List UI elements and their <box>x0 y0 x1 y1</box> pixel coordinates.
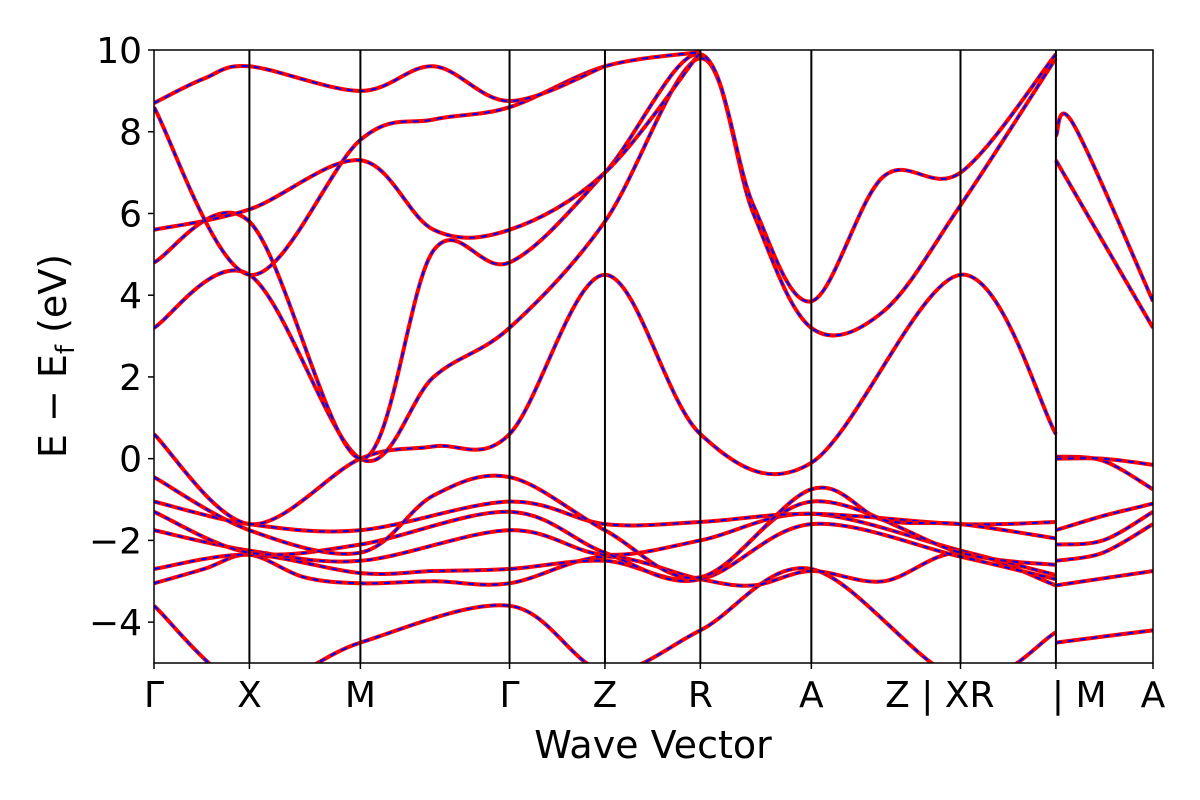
x-tick-label-2: M <box>345 675 376 716</box>
band-overlay-1 <box>1055 629 1153 644</box>
band-line-18 <box>1054 111 1153 303</box>
y-tick-label-7: 10 <box>96 31 142 72</box>
band-overlay-19 <box>154 51 702 239</box>
y-tick-label-3: 2 <box>119 358 142 399</box>
band-overlay-3 <box>1055 570 1153 587</box>
x-tick-label-7: Z | XR <box>885 675 994 716</box>
band-line-19 <box>154 50 702 240</box>
y-tick-label-2: 0 <box>119 440 142 481</box>
kpoint-lines <box>248 50 1057 663</box>
y-axis-title-subscript: f <box>51 344 81 354</box>
y-tick-label-1: −2 <box>89 521 142 562</box>
x-tick-label-9: A <box>1141 675 1166 716</box>
band-line-0 <box>154 566 1057 663</box>
x-ticks: Γ X M Γ Z R A Z | XR | M A <box>144 663 1166 716</box>
x-tick-label-5: R <box>688 675 713 716</box>
band-line-8 <box>1055 510 1153 547</box>
x-tick-label-4: Z <box>593 675 618 716</box>
y-axis-title-main: E − E <box>31 354 75 458</box>
y-ticks: −4 −2 0 2 4 6 8 10 <box>89 31 154 644</box>
bands-layer <box>154 50 1153 663</box>
band-overlay-16 <box>154 53 1057 460</box>
x-axis-title: Wave Vector <box>534 723 772 767</box>
y-axis-title: E − Ef (eV) <box>31 254 81 458</box>
plot-frame <box>153 49 1154 664</box>
band-overlay-18 <box>1054 112 1153 302</box>
y-axis-title-unit: (eV) <box>31 254 75 345</box>
band-overlay-14 <box>1055 457 1153 466</box>
x-tick-label-1: X <box>237 675 262 716</box>
band-overlay-10 <box>1055 502 1153 532</box>
band-overlay-20 <box>154 51 701 276</box>
x-tick-label-6: A <box>799 675 824 716</box>
band-line-20 <box>154 50 701 277</box>
y-tick-label-0: −4 <box>89 603 142 644</box>
band-line-21 <box>154 64 606 105</box>
band-line-6 <box>1055 522 1153 563</box>
band-overlay-17 <box>1055 159 1153 329</box>
x-tick-label-8: | M <box>1052 675 1107 716</box>
y-tick-label-5: 6 <box>119 194 142 235</box>
band-overlay-12 <box>154 273 1057 526</box>
y-tick-label-4: 4 <box>119 276 142 317</box>
y-tick-label-6: 8 <box>119 113 142 154</box>
x-tick-label-0: Γ <box>144 675 164 716</box>
band-overlay-4 <box>154 522 1057 582</box>
x-tick-label-3: Γ <box>500 675 520 716</box>
